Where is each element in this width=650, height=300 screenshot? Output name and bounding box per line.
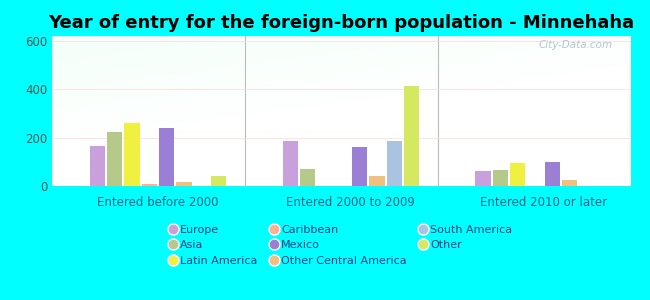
Bar — [107, 132, 122, 186]
Bar — [159, 128, 174, 186]
Bar — [387, 141, 402, 186]
Bar — [211, 176, 226, 186]
Bar — [493, 170, 508, 186]
Text: City-Data.com: City-Data.com — [539, 40, 613, 50]
Bar — [545, 162, 560, 186]
Bar — [352, 147, 367, 186]
Bar — [283, 141, 298, 186]
Bar — [124, 123, 140, 186]
Bar — [300, 169, 315, 186]
Bar — [475, 172, 491, 186]
Bar — [176, 182, 192, 186]
Legend: Europe, Asia, Latin America, Caribbean, Mexico, Other Central America, South Ame: Europe, Asia, Latin America, Caribbean, … — [170, 225, 512, 266]
Bar — [90, 146, 105, 186]
Bar — [510, 163, 525, 186]
Bar — [369, 176, 385, 186]
Bar — [404, 85, 419, 186]
Bar — [142, 184, 157, 186]
Bar — [562, 180, 577, 186]
Title: Year of entry for the foreign-born population - Minnehaha: Year of entry for the foreign-born popul… — [48, 14, 634, 32]
